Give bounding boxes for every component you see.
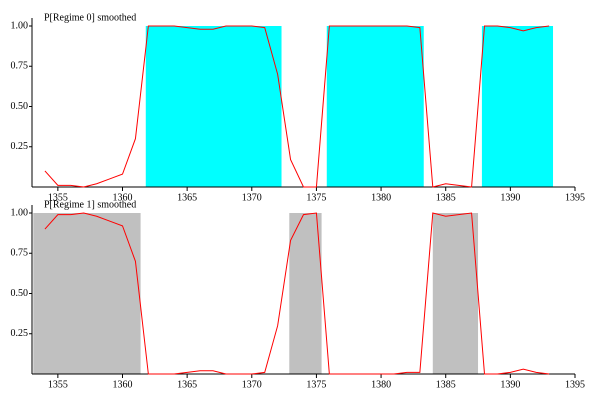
y-tick-label: 0.50 [11,288,29,299]
regime-shade [33,213,141,374]
x-tick-label: 1370 [242,379,262,390]
y-tick-label: 0.50 [11,101,29,112]
y-tick-label: 0.75 [11,248,29,259]
regime-shade [289,213,322,374]
y-tick-label: 0.75 [11,61,29,72]
x-tick-label: 1395 [565,192,585,203]
x-tick-label: 1390 [500,192,520,203]
x-tick-label: 1395 [565,379,585,390]
y-tick-label: 0.25 [11,328,29,339]
x-tick-label: 1385 [436,192,456,203]
x-tick-label: 1375 [306,192,326,203]
line [44,25,550,188]
x-tick-label: 1355 [48,379,68,390]
y-tick-label: 1.00 [11,20,29,31]
x-tick-label: 1360 [113,192,133,203]
regime-shade [481,26,554,187]
x-tick-label: 1370 [242,192,262,203]
line [44,212,550,375]
regime-shade [432,213,479,374]
x-tick-label: 1360 [113,379,133,390]
y-tick-label: 1.00 [11,207,29,218]
x-tick-label: 1365 [177,379,197,390]
regime-shade [145,26,282,187]
x-tick-label: 1355 [48,192,68,203]
y-tick-label: 0.25 [11,141,29,152]
x-tick-label: 1380 [371,379,391,390]
panel-title: P[Regime 1] smoothed [44,199,136,210]
x-tick-label: 1390 [500,379,520,390]
x-tick-label: 1380 [371,192,391,203]
x-tick-label: 1365 [177,192,197,203]
x-tick-label: 1375 [306,379,326,390]
x-tick-label: 1385 [436,379,456,390]
panel-title: P[Regime 0] smoothed [44,12,136,23]
regime-shade [326,26,424,187]
